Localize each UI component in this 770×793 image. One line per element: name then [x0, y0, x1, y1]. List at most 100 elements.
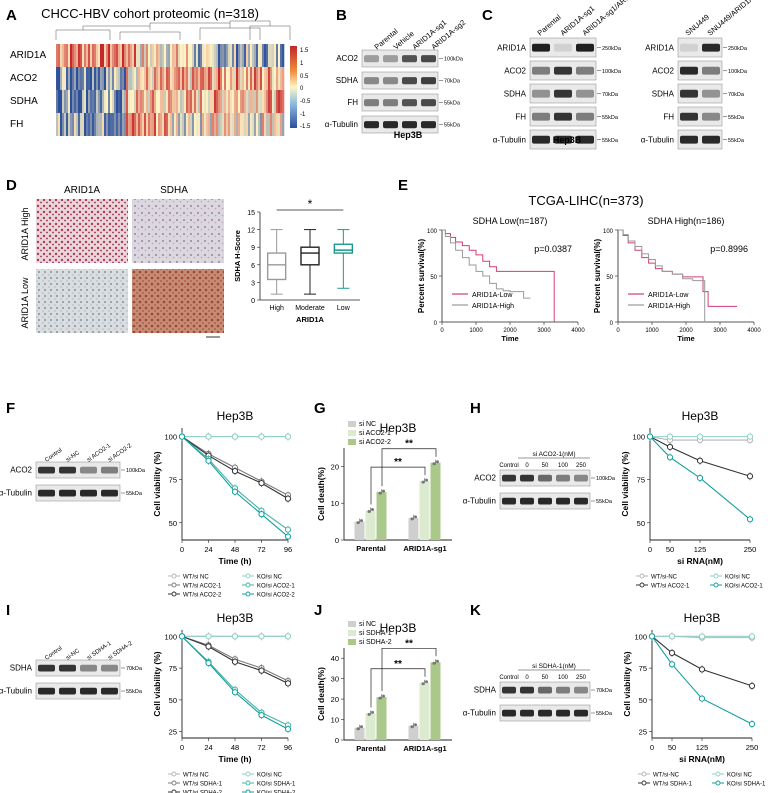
blot-strip [35, 682, 121, 700]
panel-a-title: CHCC-HBV cohort proteomic (n=318) [41, 6, 259, 21]
heatmap-cell [150, 90, 153, 113]
heatmap-cell [154, 44, 157, 67]
data-point [646, 433, 654, 440]
heatmap-cell [148, 44, 151, 67]
heatmap-cell [122, 67, 125, 90]
heatmap-cell [132, 44, 135, 67]
heatmap-cell [64, 113, 67, 136]
data-point [178, 433, 186, 440]
heatmap-cell [62, 90, 65, 113]
data-point [258, 511, 265, 518]
heatmap-cell [56, 113, 59, 136]
blot-band [702, 89, 720, 98]
heatmap-cell [244, 90, 247, 113]
heatmap-cell [124, 113, 127, 136]
blot-band [402, 55, 417, 63]
heatmap-cell [218, 44, 221, 67]
heatmap-cell [192, 113, 195, 136]
blot-band [383, 121, 398, 129]
western-blot-b: ACO2 100kDa SDHA 70kDa FH 55kDa α-Tubulin 55kDa [325, 49, 464, 134]
data-point [746, 473, 754, 480]
heatmap-cell [56, 44, 59, 67]
heatmap-cell [250, 67, 253, 90]
heatmap-cell [270, 113, 273, 136]
data-point [258, 633, 265, 640]
heatmap-cell [172, 90, 175, 113]
heatmap-cell [280, 90, 283, 113]
colorbar-tick: -1 [300, 112, 306, 118]
data-point [205, 433, 212, 440]
blot-band [502, 686, 516, 694]
heatmap-row-label: SDHA [10, 96, 38, 107]
heatmap-cell [64, 44, 67, 67]
heatmap-cell [230, 113, 233, 136]
heatmap-cell [62, 67, 65, 90]
heatmap-cell [224, 90, 227, 113]
category-label: Moderate [295, 305, 325, 312]
heatmap-cell [104, 67, 107, 90]
heatmap-cell [256, 44, 259, 67]
blot-row-label: FH [515, 113, 526, 122]
heatmap-cell [180, 44, 183, 67]
blot-strip [361, 93, 439, 112]
panel-letter-g: G [314, 400, 326, 417]
blot-band [574, 686, 588, 694]
heatmap-cell [106, 44, 109, 67]
heatmap-cell [212, 44, 215, 67]
heatmap-cell [276, 113, 279, 136]
blot-size-label: 55kDa [596, 711, 613, 717]
heatmap-cell [260, 90, 263, 113]
heatmap-cell [102, 67, 105, 90]
significance-marker: ** [394, 659, 402, 670]
heatmap-cell [272, 67, 275, 90]
heatmap-cell [72, 113, 75, 136]
data-point [696, 433, 704, 440]
blot-lane-label: si-NC [65, 648, 81, 662]
blot-band [80, 466, 97, 474]
heatmap-cell [226, 44, 229, 67]
heatmap-cell [74, 90, 77, 113]
heatmap-cell [88, 67, 91, 90]
heatmap-cell [194, 67, 197, 90]
legend-label: KO/si NC [257, 575, 283, 581]
heatmap-cell [148, 113, 151, 136]
axis-tick-label: 9 [251, 245, 255, 252]
plot-title: SDHA Low(n=187) [473, 216, 548, 226]
heatmap-cell [222, 90, 225, 113]
blot-lane-label: SNU449/ARID1A [706, 0, 756, 38]
heatmap-cell [92, 67, 95, 90]
heatmap-cell [116, 113, 119, 136]
heatmap-cell [68, 67, 71, 90]
heatmap-cell [204, 113, 207, 136]
axis-tick-label: 100 [603, 229, 614, 235]
blot-lane-label: 100 [558, 675, 569, 681]
legend-marker [713, 582, 719, 588]
series-line [649, 436, 751, 477]
blot-band [680, 89, 698, 98]
heatmap-cell [98, 67, 101, 90]
blot-band [556, 497, 570, 505]
blot-size-label: 55kDa [728, 138, 745, 144]
axis-tick-label: 4000 [747, 328, 761, 334]
bar [376, 492, 387, 540]
ihc-image-sdha-low [132, 269, 224, 333]
heatmap-cell [210, 90, 213, 113]
heatmap-cell [166, 113, 169, 136]
heatmap-cell [202, 44, 205, 67]
heatmap-cell [158, 90, 161, 113]
heatmap-cell [80, 113, 83, 136]
blot-band [556, 474, 570, 482]
legend-marker [245, 591, 251, 597]
heatmap-cell [100, 44, 103, 67]
blot-band [502, 709, 516, 717]
heatmap-cell [156, 90, 159, 113]
plot-title: Hep3B [217, 409, 254, 423]
heatmap-cell [242, 44, 245, 67]
heatmap-cell [104, 90, 107, 113]
heatmap-cell [104, 113, 107, 136]
axis-tick-label: 0 [335, 536, 339, 545]
legend-label: si ACO2-1 [359, 430, 391, 437]
heatmap-cell [110, 90, 113, 113]
heatmap-cell [192, 67, 195, 90]
colorbar-tick: 1 [300, 61, 304, 67]
